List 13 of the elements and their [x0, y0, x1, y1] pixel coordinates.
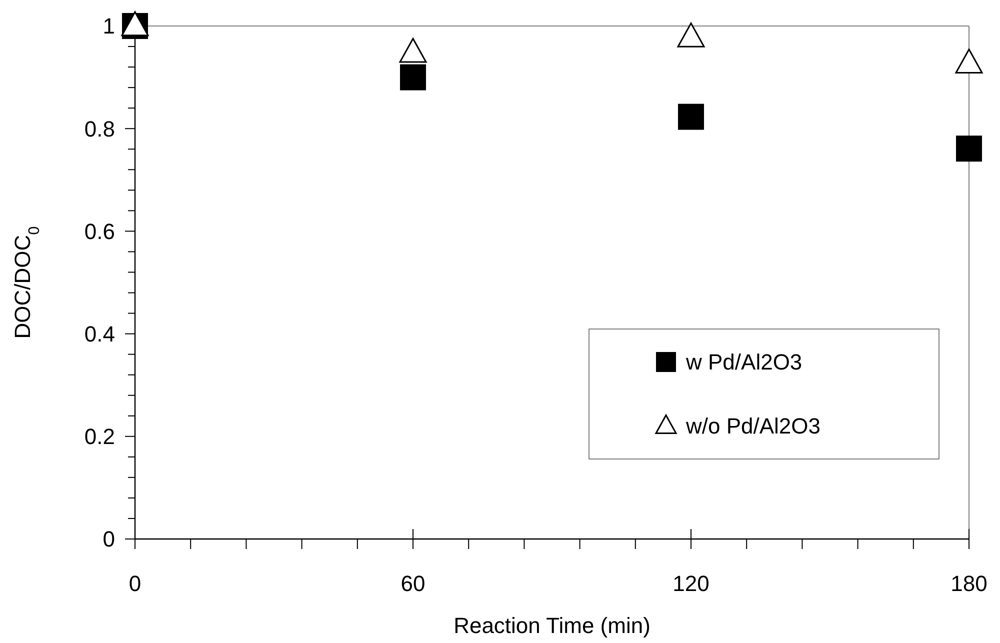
legend-label: w/o Pd/Al2O3	[685, 414, 821, 439]
x-axis-title: Reaction Time (min)	[454, 613, 650, 638]
y-tick-label: 0.2	[84, 424, 115, 450]
x-tick-label: 120	[672, 571, 710, 596]
y-tick-label: 1	[102, 14, 115, 39]
legend-label: w Pd/Al2O3	[685, 350, 802, 375]
y-tick-label: 0.4	[84, 322, 115, 346]
y-tick-label: 0.6	[84, 218, 115, 244]
y-tick-label: 0	[102, 526, 115, 552]
x-tick-label: 180	[950, 571, 988, 596]
y-tick-label: 0.8	[84, 116, 115, 142]
x-tick-label: 60	[400, 571, 426, 596]
x-tick-label: 0	[128, 571, 142, 596]
